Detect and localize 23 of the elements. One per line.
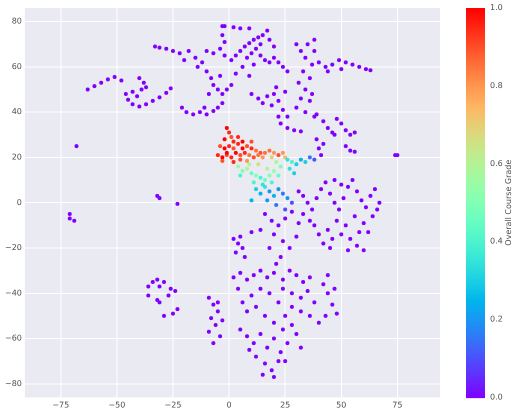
x-tick-label: −25: [164, 400, 182, 410]
y-tick-label: −60: [4, 334, 22, 343]
y-tick-label: 80: [12, 16, 22, 26]
color-bar-label: 0.2: [490, 314, 503, 324]
x-tick-label: 75: [392, 400, 402, 410]
color-bar-label: 0.0: [490, 392, 503, 402]
x-tick-label: 25: [280, 400, 290, 410]
x-tick-label: 0: [226, 400, 232, 410]
x-tick-label: 50: [336, 400, 346, 410]
y-tick-label: 40: [12, 107, 22, 116]
color-bar-label: 0.4: [490, 236, 503, 246]
y-tick-label: −40: [4, 288, 22, 298]
y-tick-label: −80: [4, 378, 22, 388]
color-bar-label: 1.0: [490, 3, 503, 12]
y-tick-label: 60: [12, 62, 22, 71]
x-tick-label: −50: [108, 400, 126, 410]
y-tick-label: 0: [16, 198, 22, 207]
y-tick-label: 20: [12, 152, 22, 162]
color-bar-label: 0.6: [490, 158, 503, 168]
color-bar-label: 0.8: [490, 80, 503, 90]
y-tick-label: −20: [4, 243, 22, 252]
x-tick-label: −75: [52, 400, 70, 410]
color-bar-title: Overall Course Grade: [504, 160, 514, 246]
